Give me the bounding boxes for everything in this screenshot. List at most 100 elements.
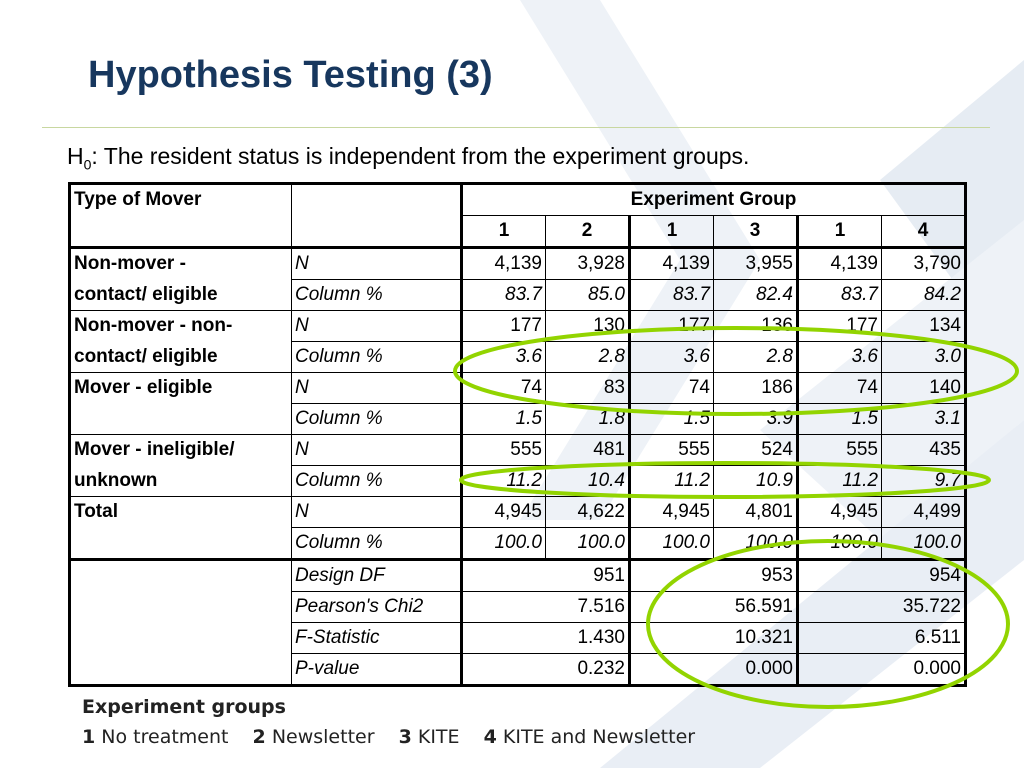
count-cell: 186 <box>713 372 798 404</box>
count-cell: 3,955 <box>713 247 798 280</box>
statistic-value: 35.722 <box>796 591 967 623</box>
row-category-label-cont: contact/ eligible <box>68 279 292 311</box>
count-row: Non-mover - N 4,139 3,928 4,139 3,955 4,139 3,7… <box>68 247 967 280</box>
row-category-label-cont: contact/ eligible <box>68 341 292 373</box>
count-cell: 74 <box>796 372 882 404</box>
count-cell: 130 <box>545 310 630 342</box>
header-row-1: Type of Mover Experiment Group <box>68 182 967 216</box>
count-cell: 4,945 <box>796 496 882 528</box>
percent-cell: 9.7 <box>881 465 967 497</box>
statistic-value: 6.511 <box>796 622 967 654</box>
row-category-label-cont <box>68 527 292 560</box>
percent-cell: 2.8 <box>713 341 798 373</box>
percent-cell: 100.0 <box>713 527 798 561</box>
percent-cell: 82.4 <box>713 279 798 311</box>
measure-label-n: N <box>291 310 462 342</box>
count-row: Mover - eligible N 74 83 74 186 74 140 <box>68 372 967 404</box>
measure-label-pct: Column % <box>291 341 462 373</box>
percent-cell: 11.2 <box>628 465 714 497</box>
count-cell: 140 <box>881 372 967 404</box>
legend-items: 1 No treatment 2 Newsletter 3 KITE 4 KIT… <box>82 721 695 753</box>
count-row: Total N 4,945 4,622 4,945 4,801 4,945 4,499 <box>68 496 967 528</box>
measure-label-pct: Column % <box>291 527 462 561</box>
group-col-header: 4 <box>881 215 967 249</box>
count-cell: 134 <box>881 310 967 342</box>
statistic-value: 0.000 <box>796 653 967 687</box>
count-cell: 524 <box>713 434 798 466</box>
measure-header-blank <box>291 182 462 216</box>
percent-cell: 3.6 <box>796 341 882 373</box>
percent-row: contact/ eligible Column % 3.6 2.8 3.6 2.8 3.6… <box>68 341 967 373</box>
group-col-header: 1 <box>628 215 714 249</box>
row-category-label: Mover - ineligible/ <box>68 434 292 466</box>
percent-cell: 100.0 <box>460 527 546 561</box>
group-col-header: 1 <box>460 215 546 249</box>
statistic-value: 954 <box>796 558 967 592</box>
row-category-label: Mover - eligible <box>68 372 292 404</box>
hypothesis-symbol: H <box>67 143 84 169</box>
count-cell: 3,790 <box>881 247 967 280</box>
hypothesis-subscript: 0 <box>83 156 92 173</box>
count-cell: 555 <box>460 434 546 466</box>
measure-label-n: N <box>291 247 462 280</box>
percent-cell: 100.0 <box>796 527 882 561</box>
percent-cell: 3.9 <box>713 403 798 435</box>
measure-label-n: N <box>291 496 462 528</box>
percent-cell: 2.8 <box>545 341 630 373</box>
hypothesis-text: : The resident status is independent fro… <box>91 143 750 169</box>
percent-cell: 11.2 <box>460 465 546 497</box>
experiment-groups-legend: Experiment groups 1 No treatment 2 Newsl… <box>82 693 695 753</box>
hypothesis-statement: H0: The resident status is independent f… <box>67 143 749 173</box>
statistic-value: 56.591 <box>628 591 798 623</box>
legend-key: 3 <box>398 726 412 748</box>
statistic-value: 7.516 <box>460 591 630 623</box>
group-col-header: 2 <box>545 215 630 249</box>
type-of-mover-header: Type of Mover <box>68 182 292 216</box>
percent-row: Column % 1.5 1.8 1.5 3.9 1.5 3.1 <box>68 403 967 435</box>
measure-label-pct: Column % <box>291 465 462 497</box>
percent-cell: 1.8 <box>545 403 630 435</box>
row-category-label-cont <box>68 403 292 435</box>
count-cell: 83 <box>545 372 630 404</box>
percent-cell: 1.5 <box>460 403 546 435</box>
row-category-label-cont: unknown <box>68 465 292 497</box>
count-cell: 4,499 <box>881 496 967 528</box>
statistic-value: 0.000 <box>628 653 798 687</box>
count-cell: 4,139 <box>796 247 882 280</box>
statistic-value: 951 <box>460 558 630 592</box>
legend-key: 1 <box>82 726 96 748</box>
count-row: Mover - ineligible/N 555 481 555 524 555 435 <box>68 434 967 466</box>
group-col-header: 3 <box>713 215 798 249</box>
statistic-row: Design DF 951 953 954 <box>68 558 967 687</box>
percent-cell: 3.0 <box>881 341 967 373</box>
percent-cell: 85.0 <box>545 279 630 311</box>
percent-cell: 100.0 <box>545 527 630 561</box>
count-cell: 435 <box>881 434 967 466</box>
statistic-label: P-value <box>291 653 462 687</box>
percent-cell: 83.7 <box>628 279 714 311</box>
count-cell: 4,801 <box>713 496 798 528</box>
percent-row: unknown Column % 11.2 10.4 11.2 10.9 11.2 9.7 <box>68 465 967 497</box>
experiment-group-header: Experiment Group <box>460 182 967 216</box>
group-col-header: 1 <box>796 215 882 249</box>
measure-label-n: N <box>291 434 462 466</box>
measure-label-n: N <box>291 372 462 404</box>
statistic-label: Pearson's Chi2 <box>291 591 462 623</box>
count-row: Non-mover - non- N 177 130 177 136 177 134 <box>68 310 967 342</box>
count-cell: 4,622 <box>545 496 630 528</box>
count-cell: 555 <box>796 434 882 466</box>
percent-cell: 11.2 <box>796 465 882 497</box>
row-category-label: Non-mover - <box>68 247 292 280</box>
percent-cell: 3.6 <box>460 341 546 373</box>
title-divider <box>42 127 990 128</box>
measure-label-pct: Column % <box>291 279 462 311</box>
percent-cell: 84.2 <box>881 279 967 311</box>
legend-label: No treatment <box>101 726 229 748</box>
count-cell: 74 <box>460 372 546 404</box>
measure-header-blank-cont <box>291 215 462 249</box>
count-cell: 136 <box>713 310 798 342</box>
percent-cell: 100.0 <box>881 527 967 561</box>
count-cell: 4,139 <box>460 247 546 280</box>
slide-title: Hypothesis Testing (3) <box>88 54 493 96</box>
percent-cell: 83.7 <box>796 279 882 311</box>
